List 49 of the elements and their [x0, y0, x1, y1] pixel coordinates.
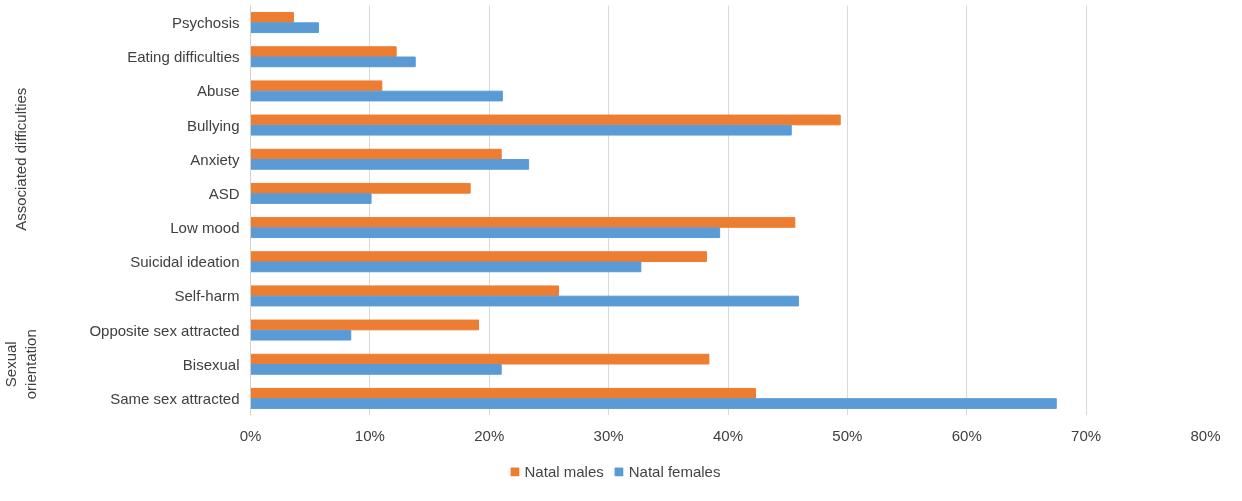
legend-label: Natal females	[628, 462, 721, 480]
bar	[250, 46, 397, 57]
bar	[250, 193, 372, 204]
bar	[250, 319, 480, 331]
bar	[250, 295, 799, 307]
y-tick-label: Anxiety	[190, 150, 240, 168]
y-tick-label: Bullying	[186, 116, 240, 134]
bar	[250, 90, 503, 102]
x-tick-label: 0%	[239, 426, 262, 444]
bar	[250, 285, 559, 297]
text: Sexual orientation	[1, 329, 40, 400]
bar	[250, 251, 708, 262]
x-tick-label: 40%	[712, 426, 744, 444]
x-tick-label: 10%	[354, 426, 385, 444]
bar	[250, 114, 841, 126]
x-tick-label: 60%	[951, 426, 982, 444]
bar	[250, 353, 710, 365]
bar	[250, 329, 352, 341]
bar	[250, 22, 320, 34]
bar	[250, 261, 642, 273]
bar	[250, 159, 530, 170]
y-tick-label: Eating difficulties	[127, 48, 240, 66]
bar	[250, 227, 721, 239]
bar	[250, 364, 502, 375]
x-tick-label: 70%	[1071, 426, 1102, 444]
x-tick-label: 30%	[593, 426, 624, 444]
x-tick-label: 80%	[1190, 426, 1221, 444]
bar	[250, 217, 796, 228]
bar	[250, 12, 294, 23]
x-tick-label: 20%	[474, 426, 505, 444]
y-tick-label: ASD	[208, 184, 240, 202]
y-tick-label: Abuse	[196, 82, 240, 100]
bar	[250, 124, 792, 136]
y-tick-label: Psychosis	[171, 14, 240, 32]
bar	[250, 80, 383, 92]
y-tick-label: Suicidal ideation	[130, 253, 240, 271]
y-tick-label: Low mood	[170, 219, 240, 237]
bar	[250, 387, 756, 399]
bar	[250, 148, 502, 160]
y-tick-label: Self-harm	[174, 287, 240, 305]
y-tick-label: Opposite sex attracted	[89, 321, 240, 339]
y-tick-label: Bisexual	[182, 355, 240, 373]
bar	[250, 56, 416, 68]
bar	[250, 182, 471, 194]
text: Associated difficulties	[12, 87, 29, 231]
legend-label: Natal males	[524, 462, 604, 480]
y-tick-label: Same sex attracted	[110, 389, 240, 407]
bar	[250, 398, 1057, 409]
x-tick-label: 50%	[832, 426, 863, 444]
